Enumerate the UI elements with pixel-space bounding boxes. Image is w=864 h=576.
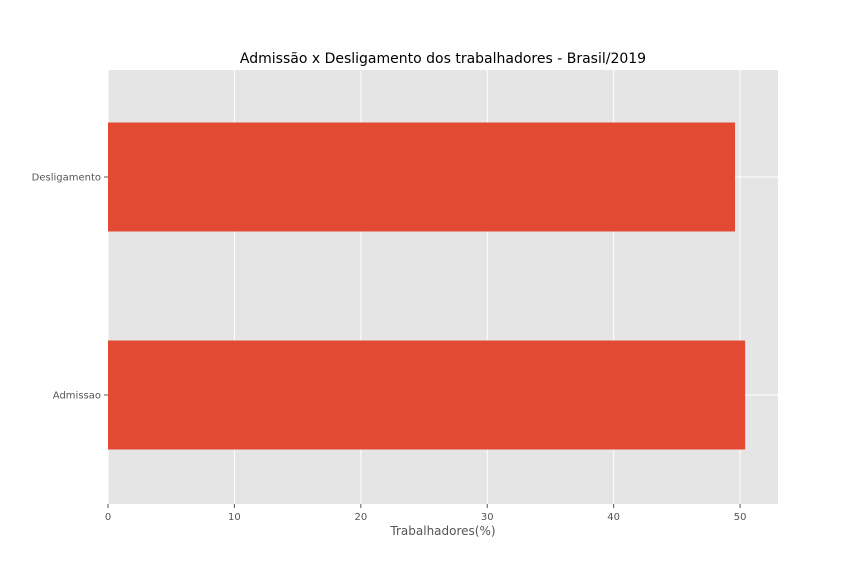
x-tick-label: 20 <box>354 512 367 523</box>
chart-title: Admissão x Desligamento dos trabalhadore… <box>240 51 646 67</box>
y-tick-label: Desligamento <box>32 173 101 184</box>
x-axis-label: Trabalhadores(%) <box>389 524 495 538</box>
bar-admissao <box>108 340 746 450</box>
x-tick-label: 10 <box>228 512 241 523</box>
x-tick-label: 30 <box>481 512 494 523</box>
bars <box>108 122 746 450</box>
y-axis-ticks: Admissao Desligamento <box>32 173 108 402</box>
bar-desligamento <box>108 122 736 232</box>
x-tick-label: 50 <box>734 512 747 523</box>
x-axis-ticks: 0 10 20 30 40 50 <box>105 504 747 523</box>
y-tick-label: Admissao <box>53 391 101 402</box>
x-tick-label: 0 <box>105 512 111 523</box>
x-tick-label: 40 <box>607 512 620 523</box>
